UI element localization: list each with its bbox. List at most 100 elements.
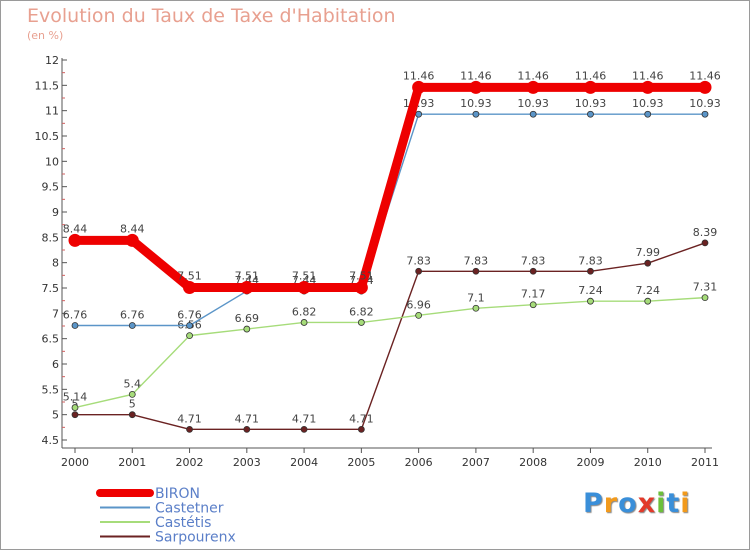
data-label: 7.24 [578,284,603,297]
legend-label: Castetner [155,501,224,517]
y-tick-label: 5.5 [42,383,60,396]
y-tick-label: 11 [45,105,59,118]
x-tick-label: 2010 [634,456,662,469]
data-label: 8.44 [120,222,145,235]
data-label: 7.1 [467,291,485,304]
data-point [698,80,712,94]
y-tick-label: 8 [52,257,59,270]
data-point [71,322,79,329]
legend-label: BIRON [155,486,200,502]
data-point [472,267,480,275]
data-label: 6.82 [349,305,374,318]
data-label: 10.93 [517,97,549,110]
data-label: 4.71 [177,412,202,425]
data-point [583,80,597,94]
data-point [71,411,79,419]
data-point [529,110,537,118]
data-label: 6.76 [63,308,88,321]
data-label: 11.46 [517,69,549,82]
logo-letter: r [603,488,619,519]
data-point [357,319,365,326]
x-tick-label: 2008 [519,456,547,469]
data-point [357,425,365,433]
data-point [240,280,254,294]
y-tick-label: 8.5 [42,231,60,244]
data-point [644,297,652,305]
data-point [644,110,652,118]
y-tick-label: 9 [52,206,59,219]
y-tick-label: 7 [52,307,59,320]
axes: 4.5 5 5.5 6 6.5 7 7.5 8 8.5 9 9.5 10 10.5 11 11.5 12 200… [35,54,720,469]
y-tick-label: 6 [52,358,59,371]
data-point [472,304,480,312]
data-label: 8.44 [63,222,88,235]
data-point [186,322,193,329]
x-tick-label: 2002 [176,456,204,469]
x-tick-label: 2001 [118,456,146,469]
y-tick-label: 10.5 [35,130,60,143]
series-layer: 5 54.71 4.71 4.71 4.717.83 7.83 7.83 7.837.998.… [63,69,721,433]
data-point [415,267,423,275]
data-label: 6.76 [177,308,202,321]
data-label: 10.93 [632,97,664,110]
data-label: 4.71 [235,412,260,425]
data-point [641,80,655,94]
data-point [587,110,594,118]
x-tick-label: 2011 [691,456,719,469]
x-tick-label: 2009 [576,456,604,469]
data-label: 7.51 [177,269,202,282]
series-line [75,242,706,431]
data-label: 7.83 [578,254,603,267]
x-tick-label: 2005 [347,456,375,469]
data-label: 7.51 [349,269,374,282]
data-label: 8.39 [693,226,718,239]
logo-letter: t [666,488,681,519]
data-point [526,80,540,94]
data-point [415,110,423,118]
series-castétis: 5.145.46.566.696.826.826.967.17.177.247.… [63,281,718,411]
data-point [701,294,709,302]
data-label: 4.71 [349,412,374,425]
series-line [74,296,706,409]
data-label: 5.4 [124,377,142,390]
data-point [300,319,308,326]
data-label: 7.51 [292,269,317,282]
data-label: 5.14 [63,391,88,404]
logo-letter: i [680,488,691,519]
data-label: 7.31 [693,281,718,294]
data-point [186,425,193,433]
y-tick-label: 9.5 [42,181,60,194]
data-point [186,332,193,340]
data-point [412,80,426,94]
data-point [125,233,139,247]
data-label: 6.69 [235,312,260,325]
data-point [243,325,251,333]
x-tick-label: 2003 [233,456,261,469]
x-tick-label: 2006 [405,456,433,469]
data-point [415,311,423,319]
x-tick-label: 2000 [61,456,89,469]
series-biron: 8.44 8.44 7.51 7.51 7.51 7.51 11.46 11.46 11.46 1… [63,69,721,294]
data-point [183,280,197,294]
series-sarpourenx: 5 5 4.71 4.71 4.71 4.71 7.83 7.83 7.83 7.83 7.99 8.… [71,226,718,433]
data-label: 11.46 [575,69,607,82]
data-point [587,267,594,275]
data-point [71,404,79,411]
data-point [469,80,483,94]
data-point [529,301,537,309]
legend-label: Castétis [155,515,211,531]
data-label: 10.93 [575,97,607,110]
data-point [128,322,136,329]
logo-letter: o [618,488,638,519]
data-label: 6.96 [406,298,431,311]
data-point [68,233,82,247]
y-tick-label: 7.5 [42,282,60,295]
data-point [297,280,311,294]
data-label: 7.83 [521,254,546,267]
data-label: 11.46 [460,69,492,82]
data-label: 5 [129,398,136,411]
data-label: 6.76 [120,308,145,321]
data-point [701,239,709,247]
data-label: 6.82 [292,305,317,318]
